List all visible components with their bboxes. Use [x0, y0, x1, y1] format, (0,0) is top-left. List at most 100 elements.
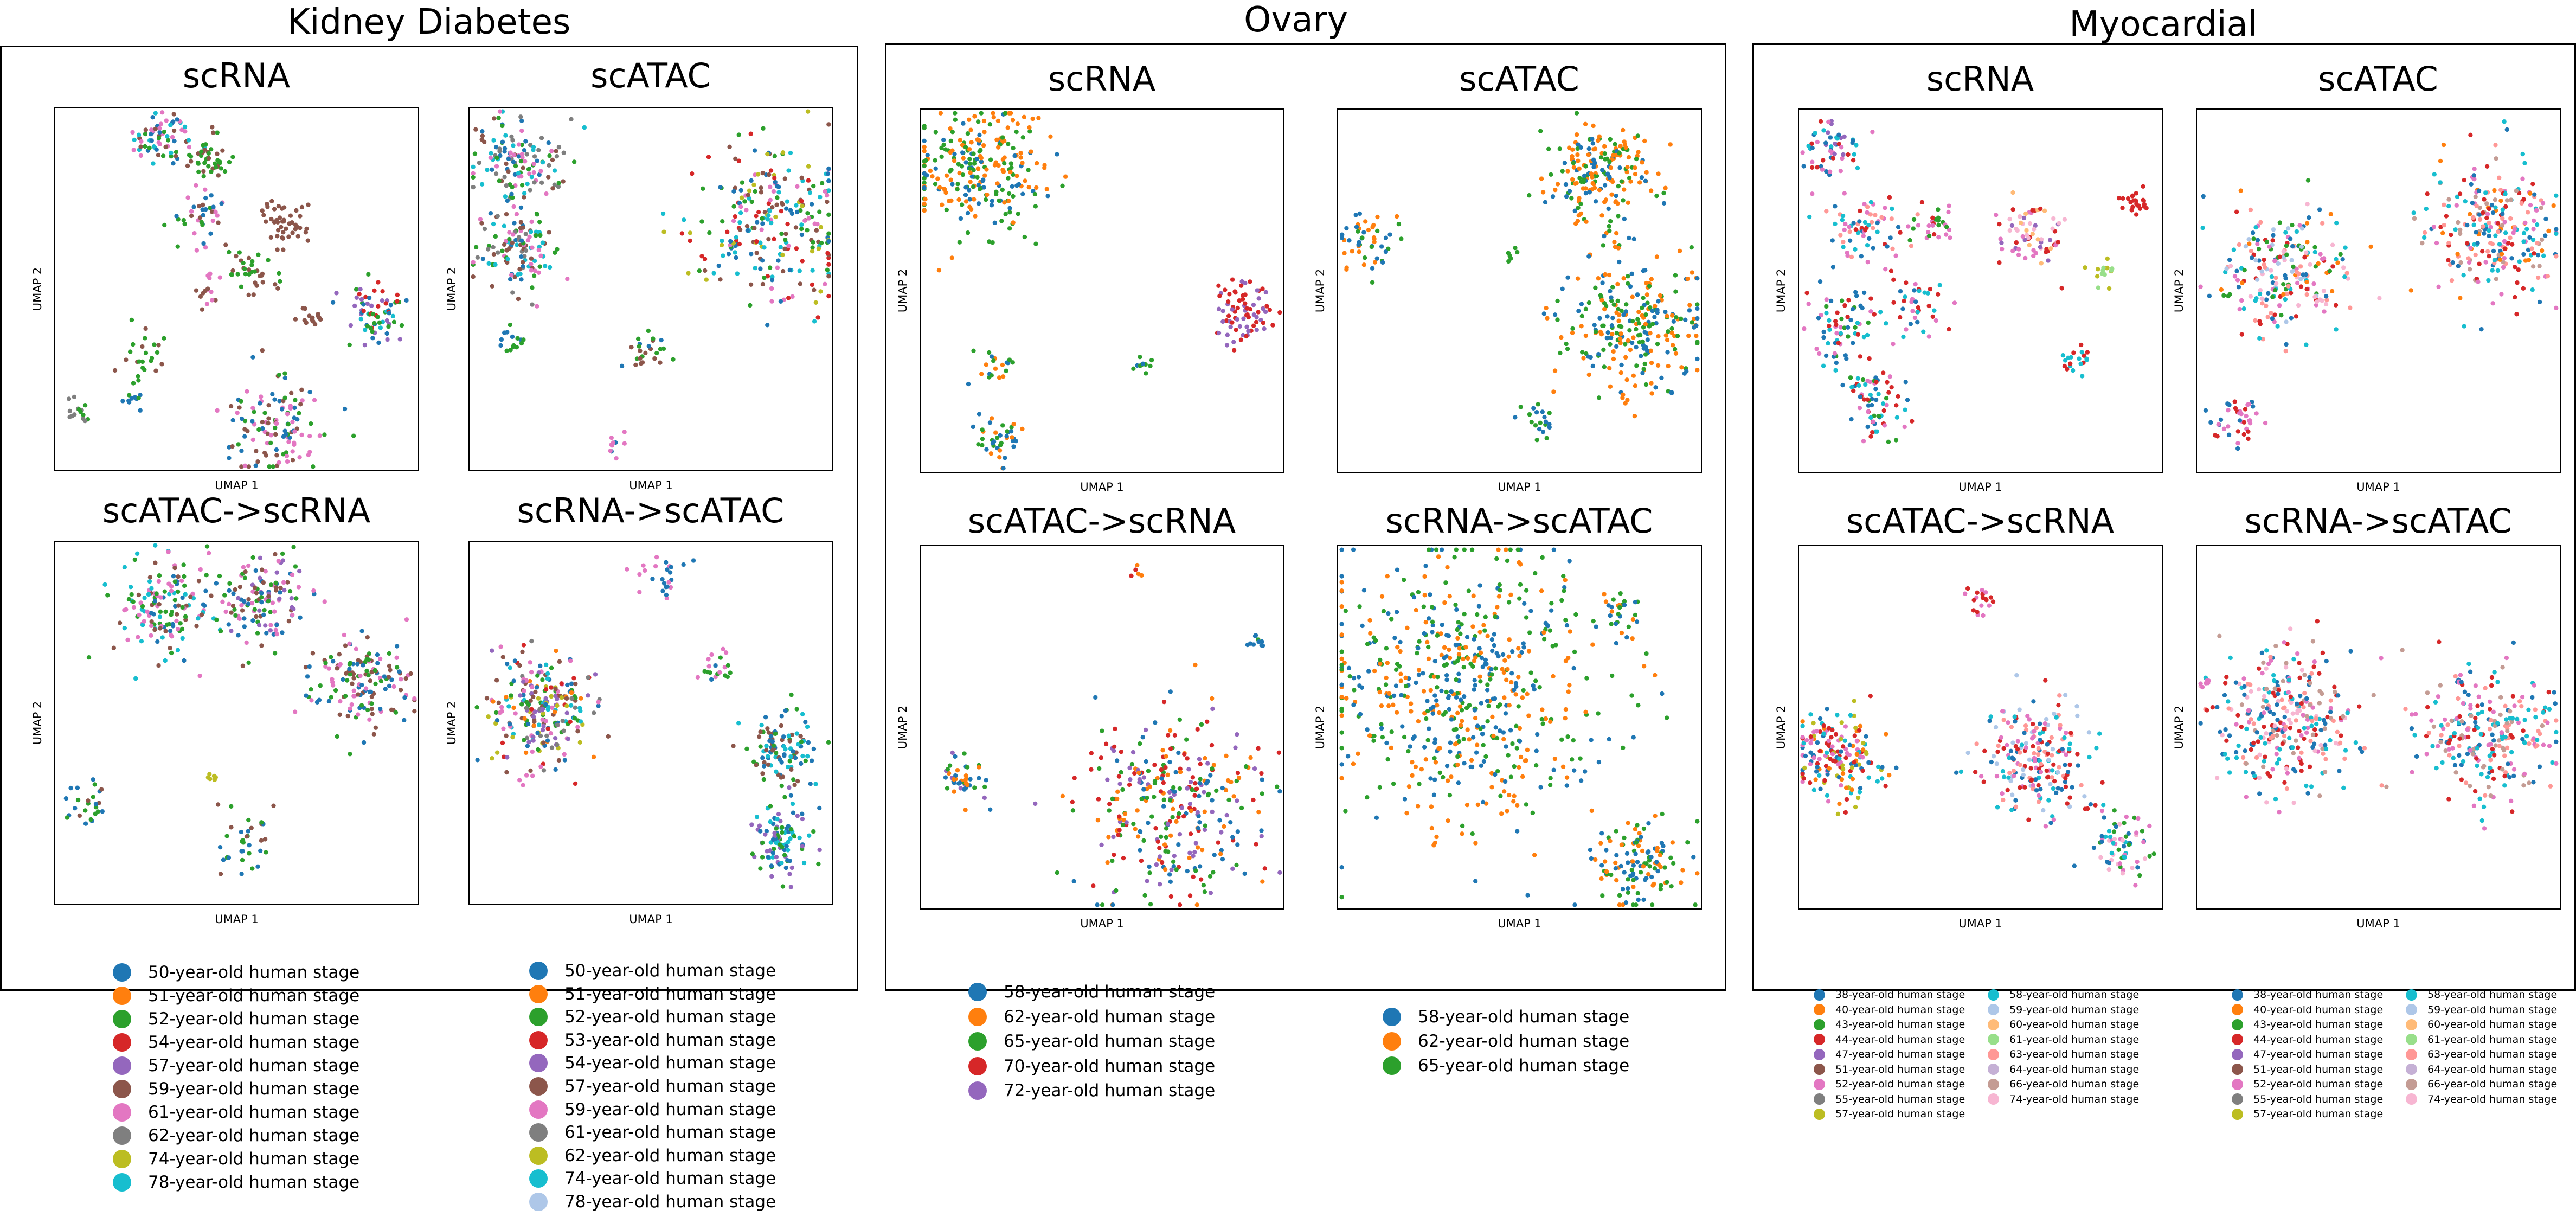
scatter-point: [1626, 890, 1631, 895]
scatter-point: [767, 208, 772, 214]
scatter-point: [209, 593, 214, 598]
scatter-point: [131, 381, 136, 386]
scatter-point: [1997, 222, 2002, 227]
scatter-point: [1858, 208, 1862, 214]
scatter-point: [980, 443, 985, 448]
scatter-point: [505, 257, 510, 261]
scatter-point: [1229, 779, 1234, 785]
scatter-point: [1384, 646, 1389, 651]
scatter-point: [2062, 217, 2067, 222]
scatter-point: [291, 606, 296, 611]
scatter-point: [1506, 600, 1512, 605]
scatter-point: [1542, 414, 1547, 420]
scatter-point: [805, 210, 810, 216]
scatter-point: [1223, 287, 1228, 292]
scatter-point: [1890, 246, 1895, 251]
scatter-point: [1483, 657, 1488, 662]
scatter-point: [122, 625, 127, 631]
scatter-point: [825, 251, 830, 255]
scatter-point: [342, 406, 348, 412]
scatter-point: [1404, 810, 1409, 816]
scatter-point: [1112, 744, 1117, 750]
scatter-point: [138, 408, 143, 413]
scatter-point: [794, 203, 799, 208]
scatter-point: [1260, 639, 1264, 644]
ovary-scatac-scatter-svg: [1339, 111, 1700, 443]
scatter-point: [1566, 655, 1571, 661]
scatter-point: [1020, 161, 1025, 165]
scatter-point: [1195, 845, 1200, 850]
scatter-point: [1621, 312, 1626, 317]
scatter-point: [1600, 323, 1605, 328]
scatter-point: [1524, 588, 1529, 593]
scatter-point: [1894, 415, 1900, 420]
scatter-point: [1168, 894, 1174, 899]
scatter-point: [1002, 161, 1007, 166]
scatter-point: [2021, 215, 2027, 221]
scatter-point: [758, 240, 763, 245]
scatter-point: [1475, 802, 1481, 808]
scatter-point: [1517, 560, 1521, 565]
scatter-point: [1464, 802, 1470, 808]
scatter-point: [775, 195, 780, 200]
kidney-diabetes-scrna-cluster-3: [260, 199, 311, 252]
scatter-point: [1618, 341, 1623, 345]
scatter-point: [520, 649, 525, 655]
scatter-point: [367, 717, 372, 722]
scatter-point: [1413, 764, 1418, 770]
kidney-diabetes-scatac-cluster-4: [498, 322, 526, 353]
scatter-point: [952, 151, 957, 157]
scatter-point: [1345, 754, 1351, 759]
scatter-point: [948, 126, 953, 131]
scatter-point: [2232, 274, 2238, 279]
scatter-point: [1501, 737, 1506, 742]
scatter-point: [1644, 280, 1649, 286]
scatter-point: [155, 639, 160, 644]
scatter-point: [545, 726, 550, 732]
scatter-point: [989, 373, 994, 378]
scatter-point: [1655, 341, 1660, 347]
scatter-point: [1887, 195, 1892, 200]
scatter-point: [1904, 280, 1909, 285]
scatter-point: [1810, 145, 1815, 151]
scatter-point: [977, 149, 982, 154]
scatter-point: [1528, 670, 1533, 675]
scatter-point: [1426, 644, 1431, 650]
scatter-point: [950, 750, 955, 755]
scatter-point: [540, 240, 545, 245]
scatter-point: [241, 260, 246, 266]
scatter-point: [1855, 332, 1861, 337]
scatter-point: [1475, 612, 1480, 617]
scatter-point: [531, 694, 536, 699]
scatter-point: [1889, 385, 1894, 390]
scatter-point: [766, 855, 770, 860]
scatter-point: [2334, 220, 2339, 226]
scatter-point: [153, 368, 158, 373]
scatter-point: [1004, 434, 1009, 439]
scatter-point: [963, 808, 968, 812]
legend-marker: [113, 963, 131, 982]
scatter-point: [1639, 354, 1643, 358]
scatter-point: [1416, 673, 1422, 677]
scatter-point: [1821, 329, 1826, 335]
scatter-point: [156, 663, 161, 668]
scatter-point: [928, 168, 933, 174]
scatter-point: [768, 184, 773, 189]
scatter-point: [922, 201, 927, 207]
scatter-point: [1490, 648, 1495, 654]
scatter-point: [1572, 768, 1577, 773]
scatter-point: [1448, 740, 1453, 745]
scatter-point: [991, 111, 995, 116]
legend-marker: [529, 1169, 548, 1188]
scatter-point: [1403, 675, 1408, 680]
scatter-point: [1564, 775, 1570, 780]
scatter-point: [1386, 703, 1391, 708]
scatter-point: [1863, 382, 1868, 387]
scatter-point: [1640, 160, 1644, 165]
scatter-point: [209, 209, 215, 214]
scatter-point: [180, 595, 185, 600]
scatter-point: [965, 210, 971, 216]
scatter-point: [1817, 351, 1822, 356]
scatter-point: [1839, 316, 1844, 322]
scatter-point: [1491, 733, 1496, 739]
